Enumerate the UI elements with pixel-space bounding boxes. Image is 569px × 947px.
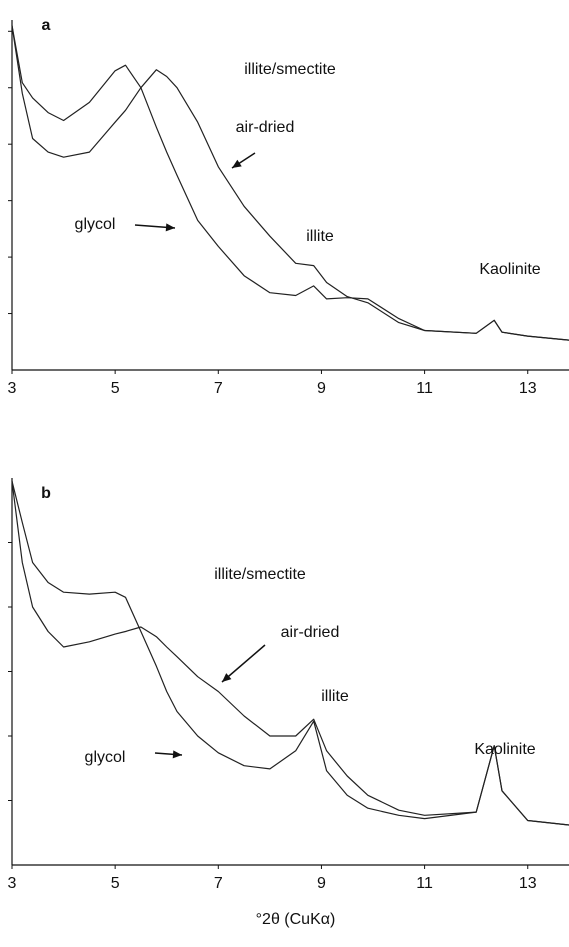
data-line	[11, 25, 569, 341]
annotation: illite/smectite	[214, 566, 306, 583]
annotation: glycol	[75, 216, 116, 233]
x-axis-label: °2θ (CuKα)	[256, 911, 336, 928]
arrow-head	[222, 673, 232, 682]
data-line	[11, 481, 569, 826]
arrow-head	[232, 159, 242, 168]
data-line	[11, 481, 569, 826]
x-tick-label: 7	[214, 380, 223, 397]
annotation: glycol	[85, 749, 126, 766]
x-tick-label: 9	[317, 875, 326, 892]
annotation: air-dried	[281, 624, 340, 641]
arrow-head	[172, 750, 182, 759]
panel-label: b	[41, 485, 51, 502]
x-tick-label: 11	[416, 875, 433, 892]
x-tick-label: 13	[519, 875, 537, 892]
x-tick-label: 5	[111, 380, 120, 397]
annotation: illite/smectite	[244, 61, 336, 78]
x-tick-label: 11	[416, 380, 433, 397]
x-tick-label: 9	[317, 380, 326, 397]
x-tick-label: 3	[8, 380, 17, 397]
annotation: illite	[321, 688, 349, 705]
annotation: Kaolinite	[474, 741, 535, 758]
annotation: air-dried	[236, 119, 295, 136]
x-tick-label: 13	[519, 380, 537, 397]
x-tick-label: 7	[214, 875, 223, 892]
annotation: Kaolinite	[479, 261, 540, 278]
annotation: illite	[306, 228, 334, 245]
arrow-shaft	[221, 644, 266, 683]
x-tick-label: 5	[111, 875, 120, 892]
arrow-head	[165, 223, 175, 232]
x-tick-label: 3	[8, 875, 17, 892]
panel-label: a	[42, 17, 51, 34]
